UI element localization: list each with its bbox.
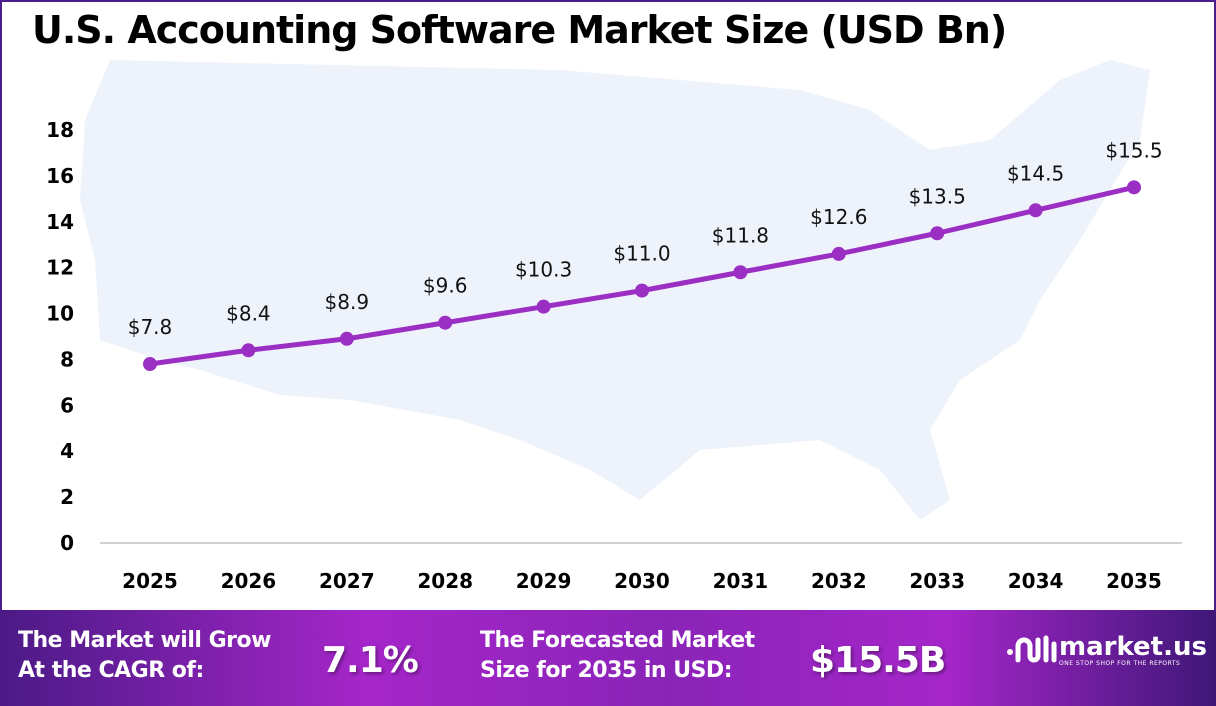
data-label: $8.9 <box>325 290 370 314</box>
y-tick-label: 8 <box>60 347 74 371</box>
data-point <box>1127 180 1141 195</box>
cagr-value: 7.1% <box>322 640 419 681</box>
y-tick-label: 4 <box>60 439 74 463</box>
data-point <box>143 357 157 372</box>
forecast-value: $15.5B <box>810 640 946 681</box>
cagr-label-line1: The Market will Grow <box>18 628 271 653</box>
data-point <box>733 265 748 280</box>
data-label: $7.8 <box>128 315 173 339</box>
data-label: $15.5 <box>1105 138 1162 162</box>
logo-name: market.us <box>1059 631 1207 662</box>
x-tick-label: 2027 <box>319 569 375 593</box>
data-point <box>339 331 354 346</box>
x-tick-label: 2031 <box>713 569 769 593</box>
data-point <box>831 246 846 261</box>
market-us-logo: market.us ONE STOP SHOP FOR THE REPORTS <box>1005 630 1207 670</box>
chart-title: U.S. Accounting Software Market Size (US… <box>32 8 1007 52</box>
cagr-label-line2: At the CAGR of: <box>18 658 204 683</box>
data-label: $13.5 <box>909 184 966 208</box>
x-tick-label: 2028 <box>417 569 473 593</box>
y-tick-label: 6 <box>60 393 74 417</box>
us-map-background <box>80 60 1150 520</box>
y-tick-label: 10 <box>46 302 74 326</box>
forecast-label-line1: The Forecasted Market <box>480 628 755 653</box>
x-tick-label: 2034 <box>1008 569 1064 593</box>
y-tick-label: 12 <box>46 256 74 280</box>
data-label: $11.8 <box>712 223 769 247</box>
y-tick-label: 18 <box>46 118 74 142</box>
x-tick-label: 2029 <box>516 569 572 593</box>
data-label: $12.6 <box>810 205 867 229</box>
y-tick-label: 0 <box>60 531 74 555</box>
summary-banner: The Market will Grow At the CAGR of: 7.1… <box>0 610 1216 706</box>
line-chart: 0 2 4 6 8 10 12 14 16 18 2025 2026 2027 2028 2029 2030 2… <box>46 60 1182 593</box>
logo-icon <box>1007 635 1057 663</box>
x-tick-label: 2033 <box>909 569 965 593</box>
data-point <box>635 283 649 298</box>
x-tick-label: 2032 <box>811 569 867 593</box>
data-point <box>438 315 453 330</box>
y-tick-label: 16 <box>46 164 74 188</box>
logo-tagline: ONE STOP SHOP FOR THE REPORTS <box>1059 659 1181 667</box>
x-tick-label: 2030 <box>614 569 670 593</box>
data-label: $9.6 <box>423 274 468 298</box>
data-point <box>536 299 551 314</box>
data-point <box>1028 203 1043 218</box>
data-label: $11.0 <box>613 242 670 266</box>
data-label: $10.3 <box>515 258 572 282</box>
data-point <box>930 226 945 241</box>
forecast-label-line2: Size for 2035 in USD: <box>480 658 732 683</box>
y-tick-label: 2 <box>60 485 74 509</box>
data-point <box>241 343 256 358</box>
data-label: $8.4 <box>226 301 271 325</box>
x-tick-label: 2035 <box>1106 569 1162 593</box>
x-tick-label: 2025 <box>122 569 178 593</box>
y-tick-label: 14 <box>46 210 74 234</box>
x-tick-label: 2026 <box>221 569 277 593</box>
data-label: $14.5 <box>1007 161 1064 185</box>
